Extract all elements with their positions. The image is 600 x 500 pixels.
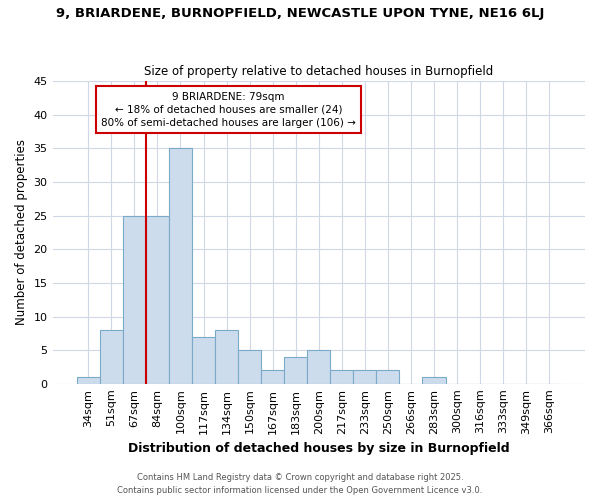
Y-axis label: Number of detached properties: Number of detached properties <box>15 140 28 326</box>
Bar <box>261 370 284 384</box>
Bar <box>192 336 215 384</box>
Bar <box>146 216 169 384</box>
Bar <box>215 330 238 384</box>
Bar <box>238 350 261 384</box>
Bar <box>284 357 307 384</box>
Text: 9, BRIARDENE, BURNOPFIELD, NEWCASTLE UPON TYNE, NE16 6LJ: 9, BRIARDENE, BURNOPFIELD, NEWCASTLE UPO… <box>56 8 544 20</box>
Title: Size of property relative to detached houses in Burnopfield: Size of property relative to detached ho… <box>144 66 493 78</box>
Bar <box>307 350 330 384</box>
Bar <box>77 377 100 384</box>
Bar <box>100 330 123 384</box>
X-axis label: Distribution of detached houses by size in Burnopfield: Distribution of detached houses by size … <box>128 442 509 455</box>
Bar <box>353 370 376 384</box>
Bar <box>376 370 400 384</box>
Bar <box>422 377 446 384</box>
Text: 9 BRIARDENE: 79sqm
← 18% of detached houses are smaller (24)
80% of semi-detache: 9 BRIARDENE: 79sqm ← 18% of detached hou… <box>101 92 356 128</box>
Bar <box>169 148 192 384</box>
Bar <box>330 370 353 384</box>
Text: Contains HM Land Registry data © Crown copyright and database right 2025.
Contai: Contains HM Land Registry data © Crown c… <box>118 474 482 495</box>
Bar <box>123 216 146 384</box>
